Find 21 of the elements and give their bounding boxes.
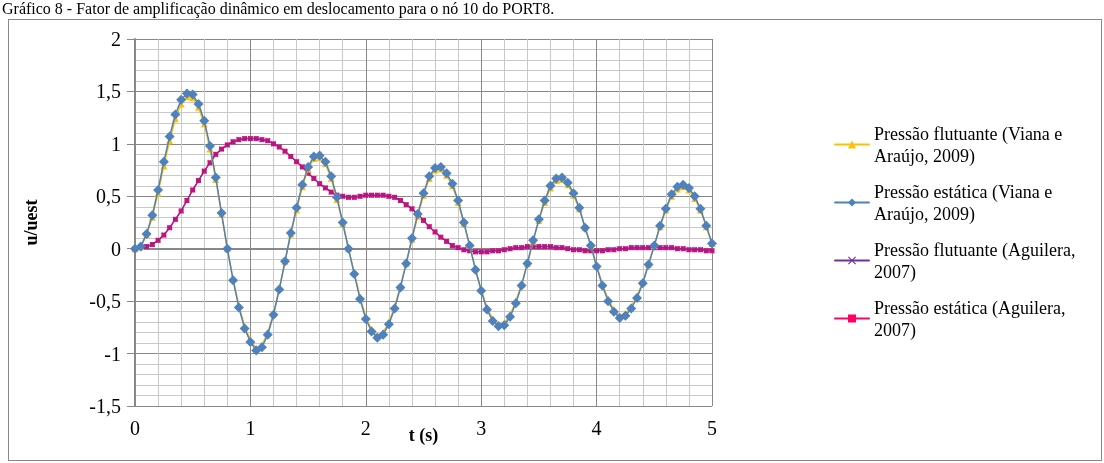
chart-title: Gráfico 8 - Fator de amplificação dinâmico em deslocamento para o nó 10 do PORT8. xyxy=(2,0,555,18)
y-tick-label: 0,5 xyxy=(96,185,121,208)
x-tick-label: 2 xyxy=(360,417,371,439)
y-tick-label: 0 xyxy=(111,237,121,260)
y-axis-title: u/uest xyxy=(21,199,41,246)
y-tick-label: -1,5 xyxy=(89,395,121,417)
x-tick-label: 4 xyxy=(591,417,602,439)
legend-label: Pressão estática (Aguilera, 2007) xyxy=(874,297,1070,341)
x-tick-label: 5 xyxy=(707,417,717,439)
legend-label: Pressão flutuante (Aguilera, 2007) xyxy=(874,239,1080,283)
x-tick-label: 3 xyxy=(476,417,487,439)
legend-label: Pressão estática (Viana e Araújo, 2009) xyxy=(874,181,1057,225)
y-tick-label: 2 xyxy=(111,28,121,50)
legend-label: Pressão flutuante (Viana e Araújo, 2009) xyxy=(874,123,1067,167)
y-tick-label: -1 xyxy=(104,342,121,365)
x-axis-title: t (s) xyxy=(408,425,439,446)
y-tick-label: 1,5 xyxy=(96,80,121,103)
y-tick-label: 1 xyxy=(111,132,121,155)
y-tick-label: -0,5 xyxy=(89,290,121,313)
x-tick-label: 0 xyxy=(130,417,140,439)
x-tick-label: 1 xyxy=(245,417,256,439)
